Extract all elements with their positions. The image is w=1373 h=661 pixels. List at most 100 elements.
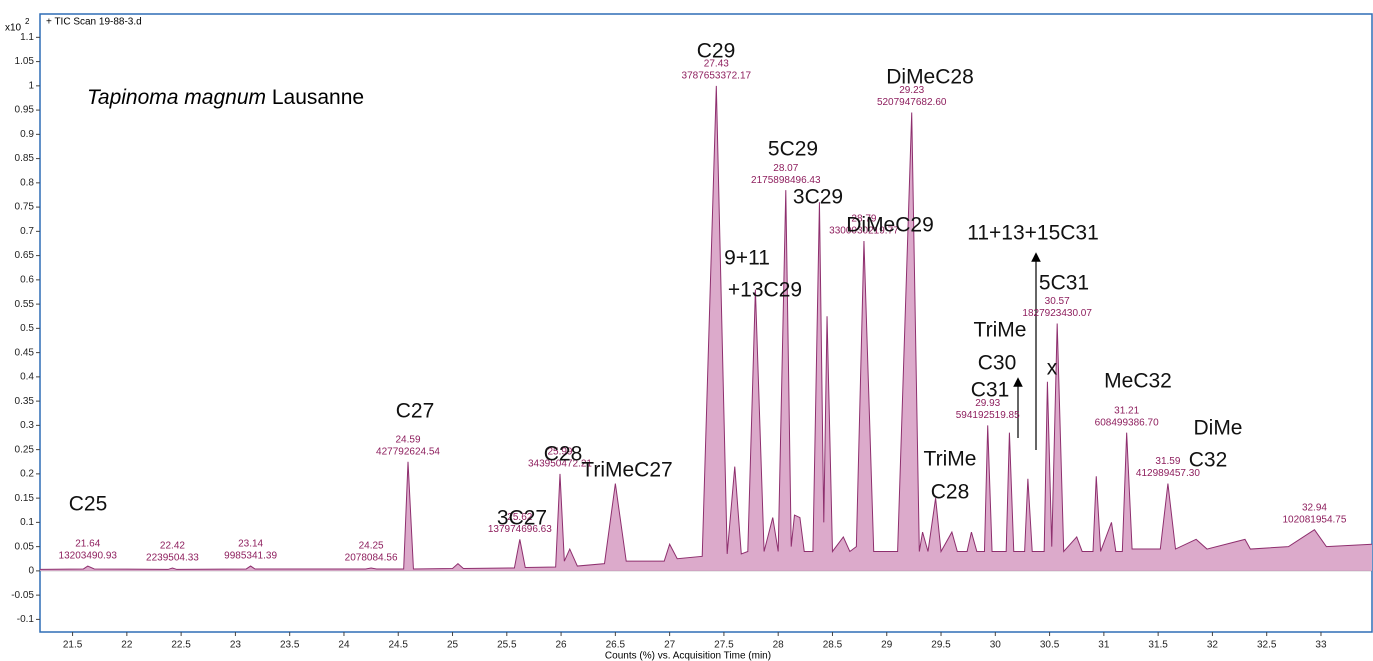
peak-area: 2175898496.43 [751,175,821,186]
compound-label: DiMeC29 [846,214,934,237]
peak-rt: 28.79 [851,214,876,225]
compound-label: DiMe [1193,417,1242,440]
peak-area: 594192519.85 [956,410,1020,421]
peak-rt: 21.64 [75,539,100,550]
compound-label: 3C29 [793,186,843,209]
y-multiplier: x10 [5,23,22,34]
compound-label: TriMe [924,448,977,471]
peak-area: 412989457.30 [1136,468,1200,479]
compound-label: C31 [971,379,1010,402]
y-tick-label: -0.1 [17,614,35,625]
peak-rt: 28.07 [773,163,798,174]
chart-title: + TIC Scan 19-88-3.d [46,17,142,28]
peak-rt: 24.59 [395,434,420,445]
x-tick-label: 29 [881,640,893,651]
compound-label: 5C31 [1039,272,1089,295]
compound-label: C30 [978,352,1017,375]
x-tick-label: 27 [664,640,676,651]
peak-area: 2239504.33 [146,553,199,564]
x-tick-label: 32 [1207,640,1219,651]
y-tick-label: 0.05 [15,541,35,552]
sample-label: Tapinoma magnum Lausanne [87,86,364,109]
compound-label: 9+11 [724,247,770,270]
peak-area: 608499386.70 [1095,417,1159,428]
species: Tapinoma magnum [87,86,266,109]
x-tick-label: 28 [773,640,785,651]
y-tick-label: 0.3 [20,420,34,431]
y-tick-label: 1 [28,80,34,91]
x-tick-label: 22.5 [171,640,191,651]
compound-label: 11+13+15C31 [967,222,1099,245]
compound-label: +13C29 [728,279,802,302]
x-axis-label: Counts (%) vs. Acquisition Time (min) [605,651,771,661]
trace-line [39,85,1373,570]
compound-label: 5C29 [768,138,818,161]
x-tick-label: 26.5 [606,640,626,651]
plot-frame [39,13,1373,633]
compound-label: C29 [697,40,736,63]
peak-area: 5207947682.60 [877,97,947,108]
x-tick-label: 23 [230,640,242,651]
x-tick-label: 26 [556,640,568,651]
x-tick-label: 29.5 [931,640,951,651]
y-tick-label: 0.35 [15,396,35,407]
x-tick-label: 31.5 [1148,640,1168,651]
y-tick-label: 0.15 [15,493,35,504]
area-fill [40,85,1372,571]
x-tick-label: 30 [990,640,1002,651]
compound-label: x [1047,357,1058,380]
x-tick-label: 22 [121,640,133,651]
compound-label: MeC32 [1104,370,1172,393]
x-tick-label: 27.5 [714,640,734,651]
y-tick-label: 0 [28,566,34,577]
peak-area: 2078084.56 [345,553,398,564]
peak-area: 427792624.54 [376,446,440,457]
compound-label: DiMeC28 [886,66,974,89]
peak-rt: 23.14 [238,539,263,550]
y-tick-label: 0.4 [20,372,34,383]
peak-rt: 29.23 [899,85,924,96]
x-tick-label: 24.5 [389,640,409,651]
x-tick-label: 23.5 [280,640,300,651]
y-multiplier-exponent: 2 [25,17,30,26]
peak-area: 3787653372.17 [682,70,752,81]
compound-label: C32 [1189,449,1228,472]
x-tick-label: 31 [1098,640,1110,651]
y-tick-label: 0.55 [15,299,35,310]
peak-rt: 29.93 [975,398,1000,409]
compound-label: C25 [69,493,108,516]
compound-label: 3C27 [497,507,547,530]
y-tick-label: 1.05 [15,56,35,67]
peak-area: 343950472.21 [528,459,592,470]
x-tick-label: 32.5 [1257,640,1277,651]
x-tick-label: 24 [338,640,350,651]
peak-rt: 32.94 [1302,502,1327,513]
y-tick-label: 1.1 [20,32,34,43]
y-tick-label: 0.6 [20,274,34,285]
x-tick-label: 25.5 [497,640,517,651]
peak-rt: 30.57 [1045,296,1070,307]
x-tick-label: 28.5 [823,640,843,651]
y-tick-label: 0.75 [15,202,35,213]
y-tick-label: 0.9 [20,129,34,140]
y-tick-label: 0.1 [20,517,34,528]
peak-rt: 24.25 [359,541,384,552]
peak-rt: 22.42 [160,541,185,552]
y-tick-label: 0.95 [15,105,35,116]
compound-label: C27 [396,400,435,423]
peak-rt: 31.59 [1155,456,1180,467]
compound-label: C28 [544,443,583,466]
x-tick-label: 30.5 [1040,640,1060,651]
peak-area: 102081954.75 [1282,514,1346,525]
x-tick-label: 21.5 [63,640,83,651]
y-tick-label: 0.65 [15,250,35,261]
peak-area: 1827923430.07 [1022,308,1092,319]
compound-label: C28 [931,481,970,504]
peak-area: 9985341.39 [224,551,277,562]
compound-label: TriMe [974,319,1027,342]
peak-area: 3300030219.77 [829,226,899,237]
y-tick-label: 0.5 [20,323,34,334]
peak-rt: 31.21 [1114,405,1139,416]
